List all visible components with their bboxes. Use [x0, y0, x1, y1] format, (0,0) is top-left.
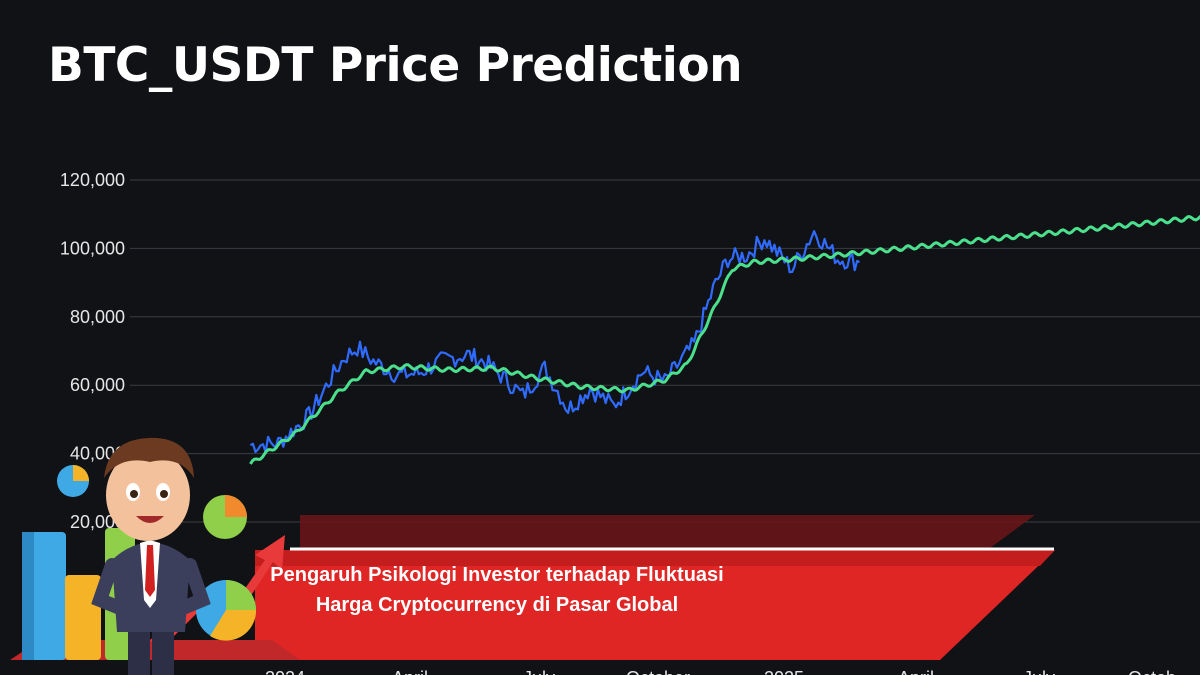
x-tick-label: April: [898, 668, 934, 675]
x-tick-label: October: [626, 668, 690, 675]
banner-line-1: Pengaruh Psikologi Investor terhadap Flu…: [270, 564, 724, 586]
banner-graphic: [255, 515, 1055, 660]
y-tick-label: 60,000: [70, 375, 125, 395]
chart-title: BTC_USDT Price Prediction: [48, 38, 743, 93]
banner-line-2: Harga Cryptocurrency di Pasar Global: [315, 594, 679, 616]
x-tick-label: July: [1023, 668, 1055, 675]
series-prediction-line: [249, 214, 1200, 465]
x-tick-label: April: [392, 668, 428, 675]
y-tick-label: 80,000: [70, 307, 125, 327]
chart-grid: [130, 179, 1200, 523]
banner-caption: Pengaruh Psikologi Investor terhadap Flu…: [262, 560, 732, 620]
x-axis-ticks: 2024 April July October 2025 April July Octob: [265, 668, 1176, 675]
pie-chart-icon: [57, 465, 257, 641]
businessman-icon: [91, 437, 211, 675]
y-tick-label: 120,000: [60, 170, 125, 190]
series-actual-line: [249, 230, 860, 454]
y-tick-label: 100,000: [60, 238, 125, 258]
x-tick-label: 2024: [265, 668, 305, 675]
x-tick-label: July: [523, 668, 555, 675]
x-tick-label: Octob: [1128, 668, 1176, 675]
series-lines: [249, 214, 1200, 465]
x-tick-label: 2025: [764, 668, 804, 675]
